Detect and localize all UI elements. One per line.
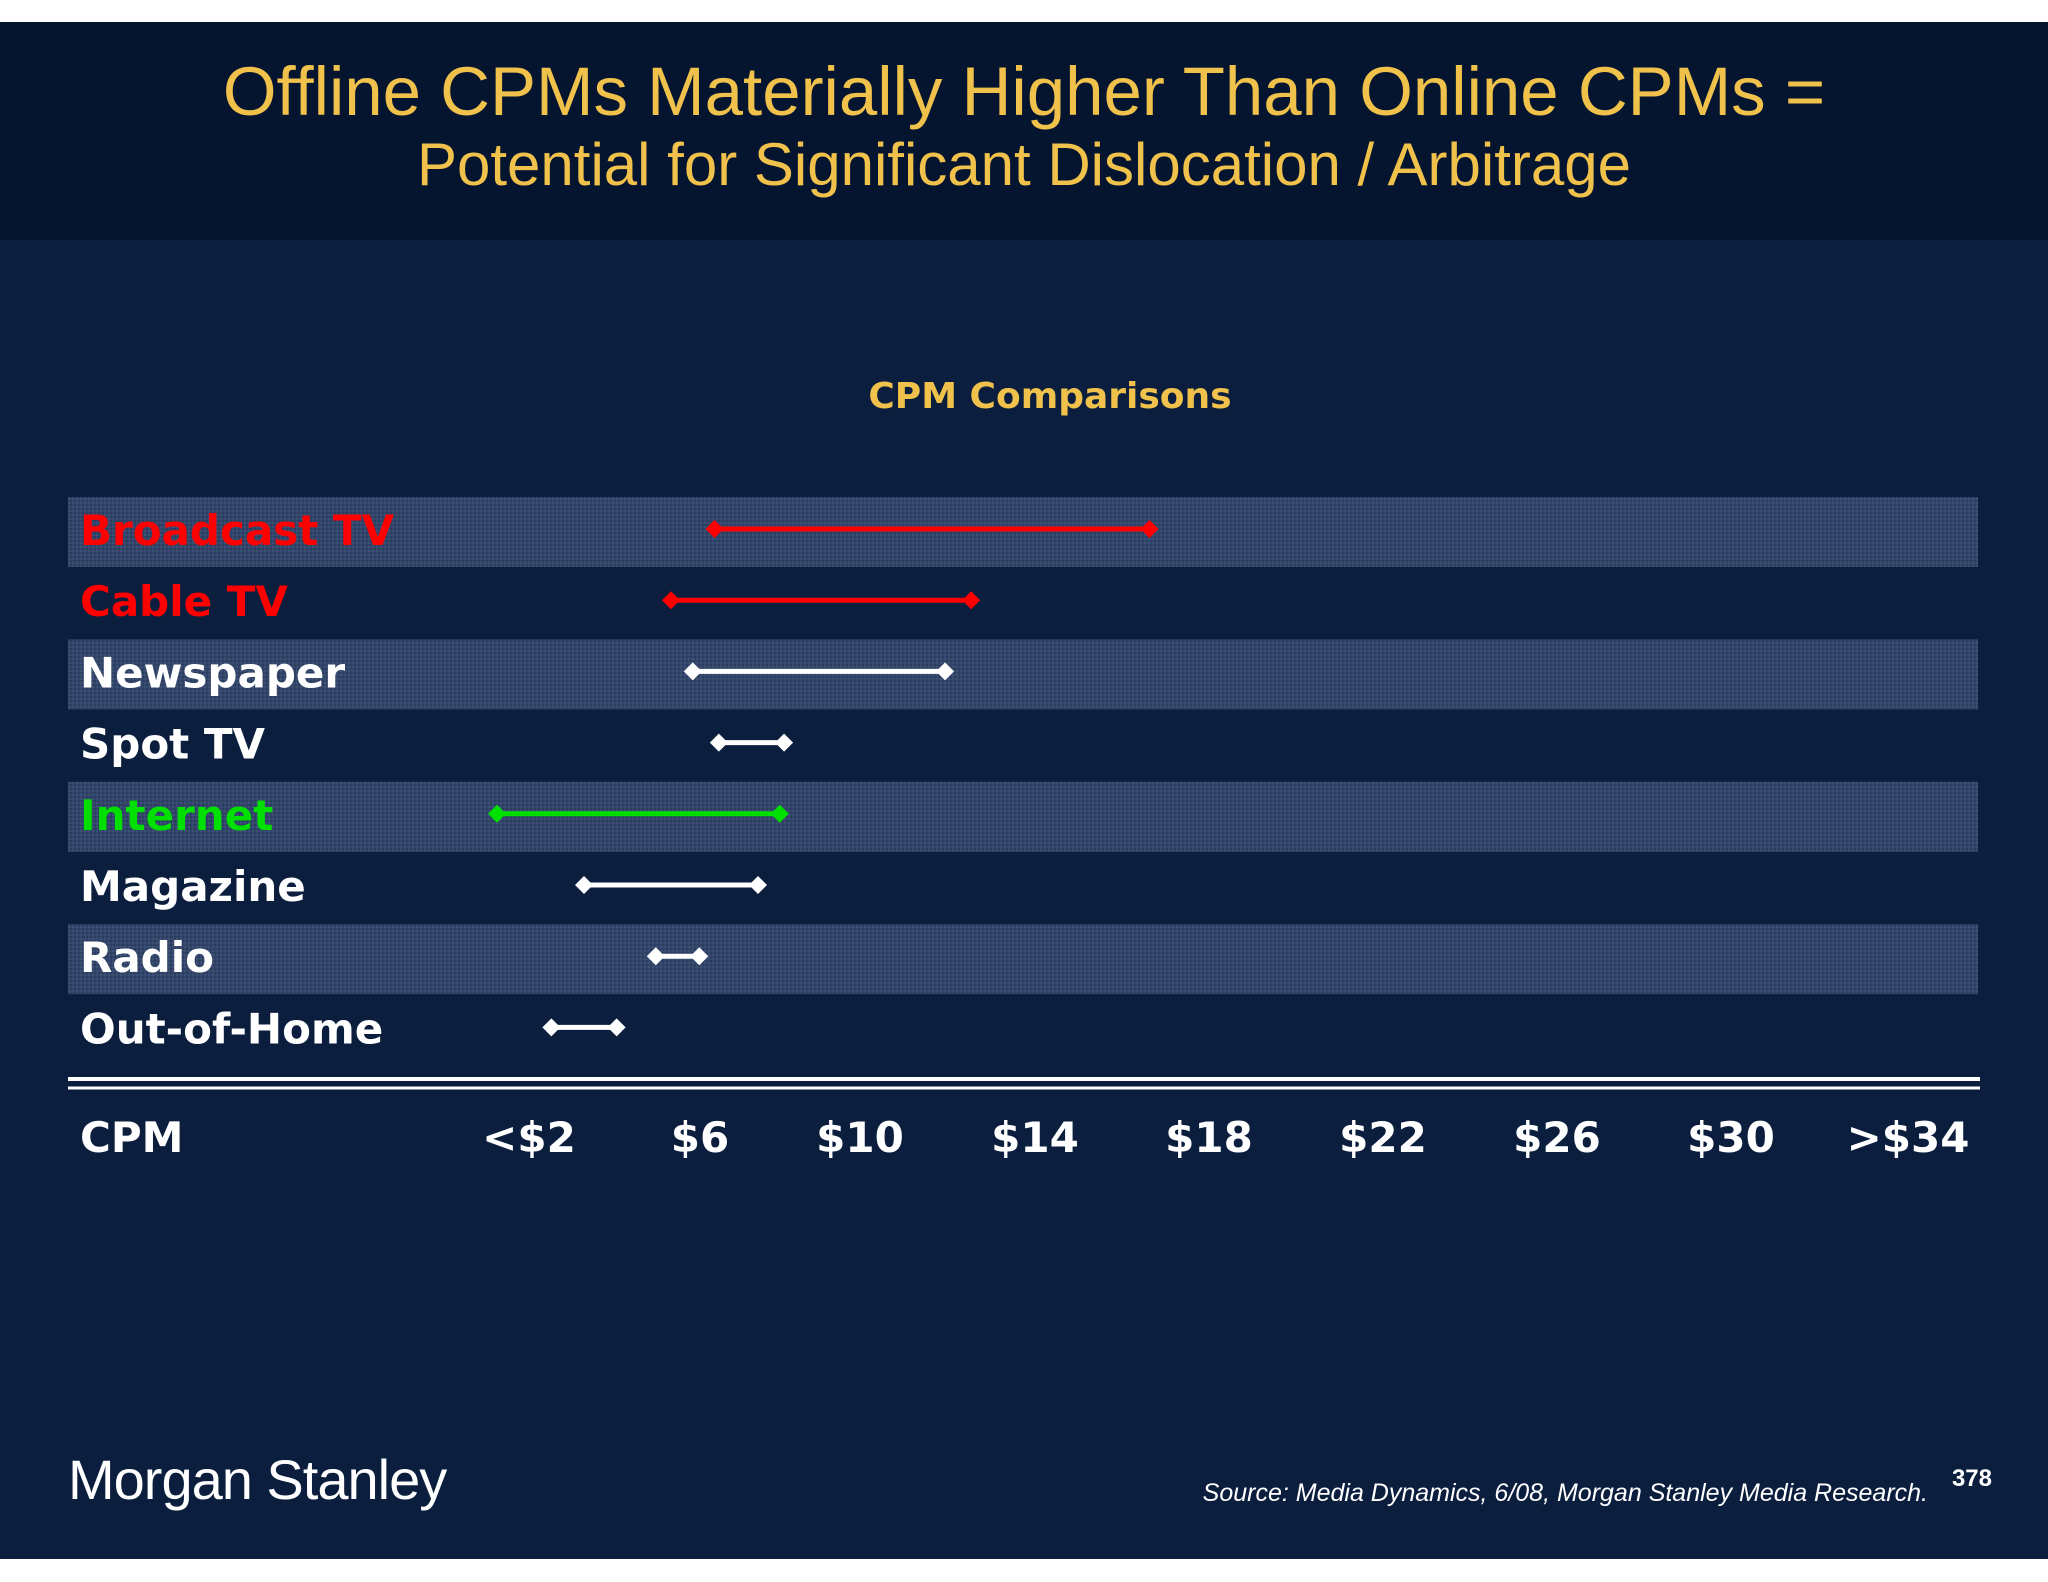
range-low-marker	[646, 947, 665, 966]
row-label: Broadcast TV	[80, 506, 395, 555]
chart-title: CPM Comparisons	[868, 376, 1231, 417]
x-tick-label: <$2	[482, 1113, 576, 1162]
row-label: Newspaper	[80, 648, 345, 697]
range-high-marker	[936, 662, 955, 681]
cpm-range-chart: CPM Comparisons Broadcast TV Cable TV News…	[68, 376, 1980, 1162]
range-low-marker	[575, 876, 593, 894]
row-label: Magazine	[80, 862, 306, 911]
row-label: Radio	[80, 933, 214, 982]
row-band	[68, 924, 1978, 995]
row-band	[68, 781, 1978, 852]
company-logo: Morgan Stanley	[68, 1448, 447, 1511]
range-high-marker	[770, 804, 789, 823]
x-axis-label: CPM	[80, 1113, 183, 1162]
row-band	[68, 639, 1978, 710]
x-tick-label: $6	[671, 1113, 729, 1162]
row-label: Cable TV	[80, 577, 288, 626]
range-high-marker	[962, 591, 981, 610]
row-band	[68, 497, 1978, 567]
x-tick-label: $18	[1165, 1113, 1253, 1162]
slide-subtitle: Potential for Significant Dislocation / …	[417, 131, 1631, 198]
title-banner: Offline CPMs Materially Higher Than Onli…	[0, 22, 2048, 240]
range-high-marker	[690, 947, 709, 966]
range-high-marker	[1140, 520, 1159, 538]
page-number: 378	[1951, 1465, 1992, 1492]
slide: Offline CPMs Materially Higher Than Onli…	[0, 22, 2048, 1559]
range-low-marker	[709, 733, 728, 752]
range-low-marker	[683, 662, 702, 681]
range-high-marker	[775, 733, 794, 752]
x-tick-label: $14	[991, 1113, 1079, 1162]
x-tick-label: $30	[1687, 1113, 1775, 1162]
row-label: Internet	[80, 791, 273, 840]
x-tick-label: $26	[1513, 1113, 1601, 1162]
range-low-marker	[705, 520, 724, 538]
x-tick-label: >$34	[1847, 1113, 1970, 1162]
range-low-marker	[542, 1018, 561, 1037]
row-label: Spot TV	[80, 720, 266, 769]
range-low-marker	[488, 804, 506, 823]
x-tick-label: $22	[1339, 1113, 1427, 1162]
x-tick-label: $10	[816, 1113, 904, 1162]
range-high-marker	[749, 876, 767, 894]
slide-title: Offline CPMs Materially Higher Than Onli…	[222, 53, 1826, 130]
range-low-marker	[662, 591, 680, 610]
range-high-marker	[607, 1018, 626, 1037]
row-label: Out-of-Home	[80, 1004, 383, 1053]
source-note: Source: Media Dynamics, 6/08, Morgan Sta…	[1202, 1479, 1928, 1507]
